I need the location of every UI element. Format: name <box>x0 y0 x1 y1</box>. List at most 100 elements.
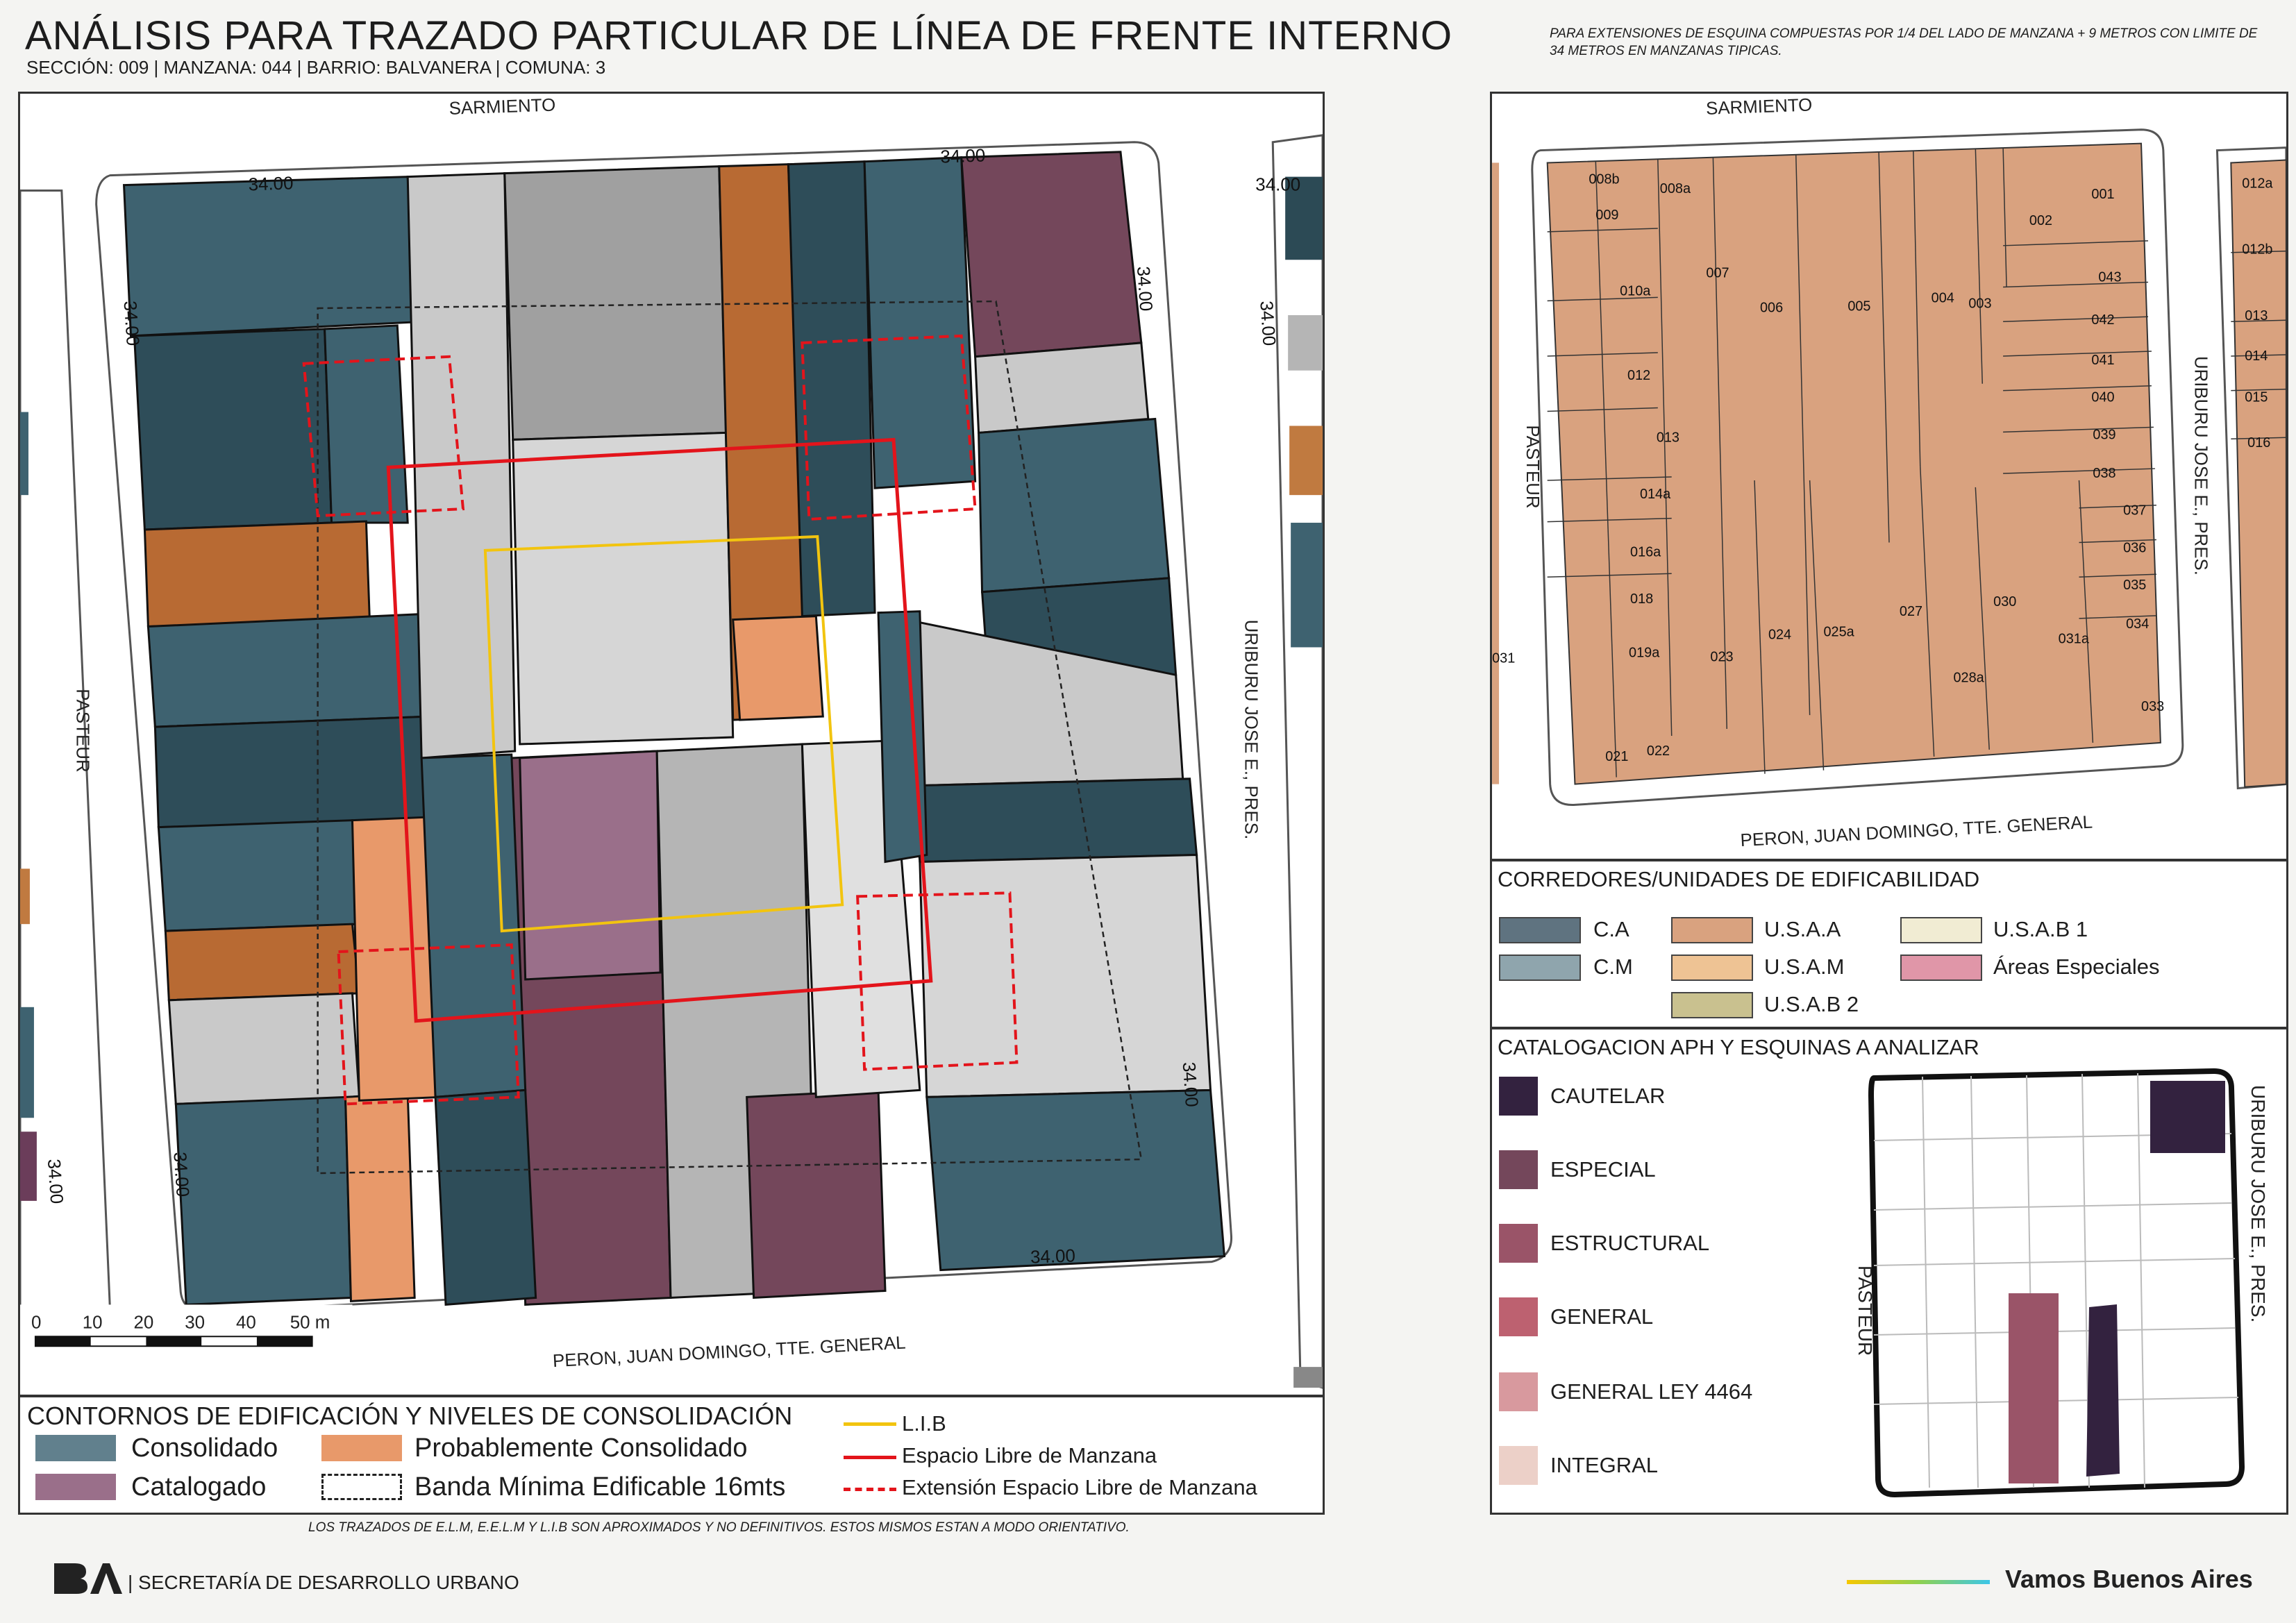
parcel-label: 030 <box>1993 594 2016 609</box>
parcel-label: 009 <box>1595 208 1618 223</box>
swatch-usab1 <box>1900 917 1982 943</box>
swatch-ca <box>1499 917 1581 943</box>
cat-label-general: GENERAL <box>1550 1304 1654 1329</box>
scale-bar: 0 10 20 30 40 50 m <box>20 1304 353 1354</box>
catalogacion-inset-map: PASTEUR URIBURU JOSE E., PRES. <box>1854 1068 2269 1498</box>
parcel-label: 042 <box>2091 312 2114 328</box>
line-swatch-lib <box>844 1422 896 1426</box>
parcel-label: 031a <box>2059 632 2090 647</box>
street-east-label: URIBURU JOSE E., PRES. <box>1241 620 1260 840</box>
parcel-label: 037 <box>2123 503 2146 519</box>
swatch-usaa-label: U.S.A.A <box>1764 917 1841 941</box>
line-swatch-elm <box>844 1456 896 1459</box>
main-map[interactable]: SARMIENTO PERON, JUAN DOMINGO, TTE. GENE… <box>18 92 1325 1397</box>
parcel-label: 006 <box>1760 300 1783 315</box>
footer-note: LOS TRAZADOS DE E.L.M, E.E.L.M Y L.I.B S… <box>308 1520 1130 1535</box>
cont-swatch-banda <box>321 1474 402 1500</box>
parcel-label: 031 <box>1492 651 1515 666</box>
cat-swatch-general <box>1499 1297 1538 1336</box>
parcel-label: 018 <box>1630 591 1653 607</box>
line-swatch-eelm <box>844 1488 896 1491</box>
parcel-label: 003 <box>1968 296 1991 311</box>
parcel-label: 023 <box>1710 650 1733 665</box>
parcel-label: 034 <box>2126 616 2149 632</box>
parcel-label: 021 <box>1605 749 1628 764</box>
cat-swatch-especial <box>1499 1150 1538 1189</box>
parcel-label: 012a <box>2242 176 2273 191</box>
legend-contornos-title: CONTORNOS DE EDIFICACIÓN Y NIVELES DE CO… <box>27 1402 793 1430</box>
parcel-label: 043 <box>2098 270 2121 285</box>
swatch-usam-label: U.S.A.M <box>1764 955 1845 979</box>
legend-contornos: CONTORNOS DE EDIFICACIÓN Y NIVELES DE CO… <box>18 1395 1325 1515</box>
parcel-label: 019a <box>1629 646 1660 661</box>
scale-tick-50: 50 m <box>290 1313 330 1332</box>
cont-swatch-probable <box>321 1435 402 1461</box>
parcel-label: 025a <box>1824 625 1855 640</box>
cat-label-cautelar: CAUTELAR <box>1550 1084 1666 1108</box>
parcel-label: 024 <box>1768 628 1791 643</box>
parcel-label: 010a <box>1620 283 1651 298</box>
ba-logo-icon <box>54 1563 122 1594</box>
cat-swatch-integral <box>1499 1446 1538 1485</box>
parcel-label: 016a <box>1630 544 1661 560</box>
legend-catalogacion: CATALOGACION APH Y ESQUINAS A ANALIZAR C… <box>1490 1027 2288 1515</box>
dim-label-nw: 34.00 <box>248 174 294 194</box>
parcel-label: 012 <box>1627 368 1650 383</box>
parcel-label: 004 <box>1932 290 1954 305</box>
slogan-gradient-line <box>1847 1580 1990 1584</box>
parcel-street-south: PERON, JUAN DOMINGO, TTE. GENERAL <box>1740 813 2093 851</box>
scale-tick-10: 10 <box>83 1313 103 1332</box>
parcel-label: 014 <box>2245 348 2268 364</box>
swatch-areas-especiales <box>1900 955 1982 981</box>
cat-label-estructural: ESTRUCTURAL <box>1550 1231 1710 1255</box>
dim-label-sw: 34.00 <box>169 1152 192 1198</box>
cont-label-banda: Banda Mínima Edificable 16mts <box>414 1472 786 1502</box>
parcel-label: 036 <box>2123 540 2146 555</box>
parcel-label: 027 <box>1900 604 1922 619</box>
parcel-label: 002 <box>2029 213 2052 228</box>
cat-swatch-estructural <box>1499 1224 1538 1263</box>
parcel-label: 001 <box>2091 187 2114 202</box>
parcel-map[interactable]: SARMIENTO PERON, JUAN DOMINGO, TTE. GENE… <box>1490 92 2288 861</box>
parcel-street-north: SARMIENTO <box>1706 96 1813 119</box>
inset-street-east: URIBURU JOSE E., PRES. <box>2247 1085 2269 1322</box>
header-note: PARA EXTENSIONES DE ESQUINA COMPUESTAS P… <box>1550 26 2258 58</box>
swatch-usab2 <box>1671 992 1753 1018</box>
cat-label-integral: INTEGRAL <box>1550 1453 1659 1477</box>
parcel-label: 008b <box>1589 171 1619 187</box>
street-south-label: PERON, JUAN DOMINGO, TTE. GENERAL <box>552 1334 906 1372</box>
swatch-usab2-label: U.S.A.B 2 <box>1764 992 1859 1016</box>
swatch-usam <box>1671 955 1753 981</box>
parcel-label: 014a <box>1640 487 1671 502</box>
swatch-ca-label: C.A <box>1593 917 1629 941</box>
cont-swatch-consolidado <box>35 1435 116 1461</box>
swatch-cm-label: C.M <box>1593 955 1633 979</box>
dim-label-s: 34.00 <box>1030 1246 1076 1267</box>
parcel-label: 039 <box>2093 427 2115 442</box>
parcel-label: 012b <box>2242 242 2272 258</box>
street-north-label: SARMIENTO <box>449 96 555 119</box>
line-label-elm: Espacio Libre de Manzana <box>902 1443 1157 1468</box>
cont-label-consolidado: Consolidado <box>131 1433 278 1463</box>
scale-tick-0: 0 <box>31 1313 41 1332</box>
parcel-label: 005 <box>1847 298 1870 314</box>
parcel-label: 028a <box>1953 670 1984 685</box>
parcel-label: 015 <box>2245 390 2268 405</box>
parcel-label: 038 <box>2093 466 2115 481</box>
parcel-label: 041 <box>2091 353 2114 368</box>
cat-swatch-cautelar <box>1499 1077 1538 1116</box>
dim-label-e: 34.00 <box>1133 266 1155 312</box>
parcel-label: 016 <box>2247 435 2270 451</box>
parcel-label: 040 <box>2091 390 2114 405</box>
legend-corredores-title: CORREDORES/UNIDADES DE EDIFICABILIDAD <box>1498 867 1980 891</box>
legend-corredores: CORREDORES/UNIDADES DE EDIFICABILIDAD C.… <box>1490 859 2288 1029</box>
cat-label-especial: ESPECIAL <box>1550 1157 1656 1181</box>
parcel-label: 013 <box>2245 308 2268 323</box>
swatch-usab1-label: U.S.A.B 1 <box>1993 917 2088 941</box>
parcel-label: 022 <box>1647 743 1670 759</box>
parcel-street-west: PASTEUR <box>1523 425 1542 508</box>
line-label-eelm: Extensión Espacio Libre de Manzana <box>902 1475 1257 1499</box>
dim-label-w: 34.00 <box>120 301 142 347</box>
legend-catalogacion-title: CATALOGACION APH Y ESQUINAS A ANALIZAR <box>1498 1035 1979 1059</box>
parcel-label: 013 <box>1657 430 1679 445</box>
